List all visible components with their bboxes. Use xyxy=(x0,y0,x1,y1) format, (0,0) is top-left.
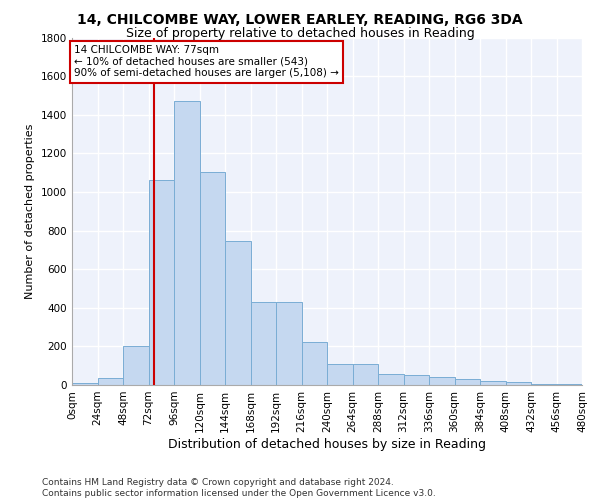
Bar xyxy=(480,381,505,385)
Bar xyxy=(404,376,429,385)
Bar xyxy=(455,379,480,385)
Bar xyxy=(505,382,531,385)
Bar xyxy=(199,172,225,385)
Bar xyxy=(557,384,582,385)
Text: 14 CHILCOMBE WAY: 77sqm
← 10% of detached houses are smaller (543)
90% of semi-d: 14 CHILCOMBE WAY: 77sqm ← 10% of detache… xyxy=(74,45,339,78)
Bar xyxy=(174,101,199,385)
X-axis label: Distribution of detached houses by size in Reading: Distribution of detached houses by size … xyxy=(168,438,486,450)
Text: Contains HM Land Registry data © Crown copyright and database right 2024.
Contai: Contains HM Land Registry data © Crown c… xyxy=(42,478,436,498)
Text: 14, CHILCOMBE WAY, LOWER EARLEY, READING, RG6 3DA: 14, CHILCOMBE WAY, LOWER EARLEY, READING… xyxy=(77,12,523,26)
Bar xyxy=(225,241,251,385)
Bar xyxy=(123,346,149,385)
Bar xyxy=(251,302,276,385)
Bar xyxy=(276,302,302,385)
Y-axis label: Number of detached properties: Number of detached properties xyxy=(25,124,35,299)
Bar xyxy=(353,364,378,385)
Bar xyxy=(302,342,327,385)
Bar xyxy=(531,384,557,385)
Bar xyxy=(97,378,123,385)
Bar xyxy=(327,364,353,385)
Bar xyxy=(429,378,455,385)
Bar xyxy=(378,374,404,385)
Bar xyxy=(149,180,174,385)
Bar xyxy=(72,383,97,385)
Text: Size of property relative to detached houses in Reading: Size of property relative to detached ho… xyxy=(125,28,475,40)
